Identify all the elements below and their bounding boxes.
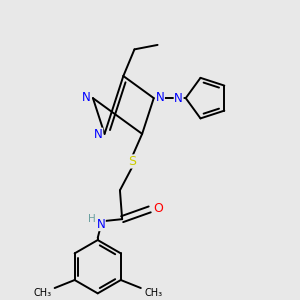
Text: N: N <box>97 218 105 231</box>
Text: N: N <box>174 92 183 105</box>
Text: O: O <box>154 202 164 215</box>
Text: N: N <box>82 91 91 104</box>
Text: H: H <box>88 214 96 224</box>
Text: N: N <box>94 128 103 141</box>
Text: S: S <box>128 155 136 168</box>
Text: N: N <box>156 91 164 104</box>
Text: CH₃: CH₃ <box>33 288 51 298</box>
Text: CH₃: CH₃ <box>144 288 162 298</box>
